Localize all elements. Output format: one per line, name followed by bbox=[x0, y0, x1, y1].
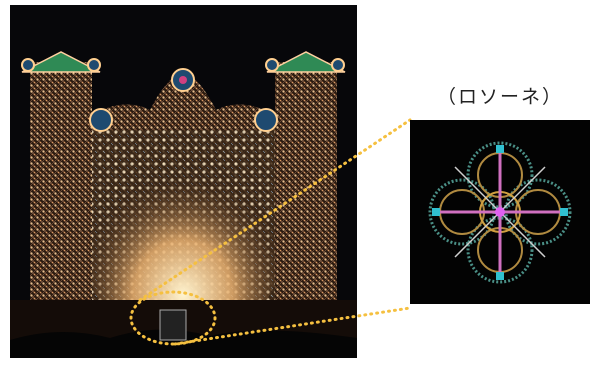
zoom-indicator bbox=[129, 118, 412, 346]
inset bbox=[410, 120, 590, 304]
caption: （ロソーネ） bbox=[437, 86, 563, 108]
photo bbox=[10, 5, 357, 358]
